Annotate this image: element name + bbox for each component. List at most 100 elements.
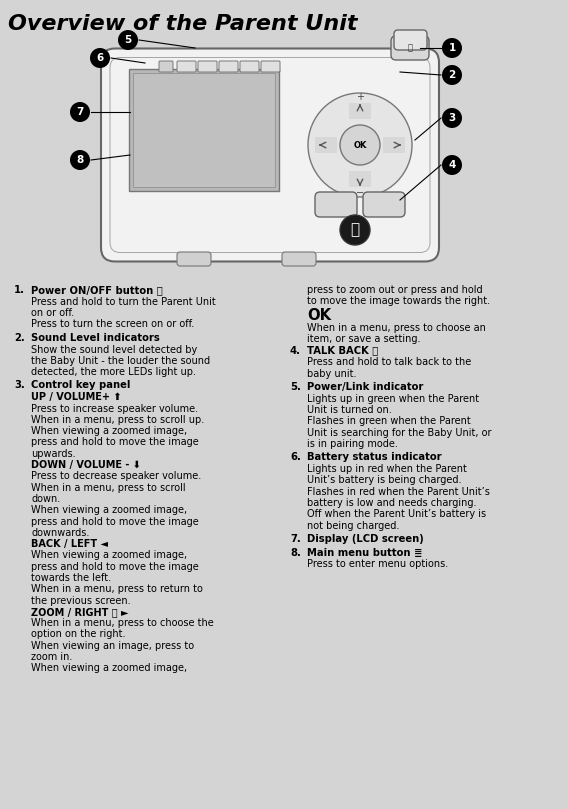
Text: Flashes in red when the Parent Unit’s: Flashes in red when the Parent Unit’s — [307, 486, 490, 497]
FancyBboxPatch shape — [315, 192, 357, 217]
Circle shape — [70, 102, 90, 122]
Text: Off when the Parent Unit’s battery is: Off when the Parent Unit’s battery is — [307, 509, 486, 519]
Text: Unit is turned on.: Unit is turned on. — [307, 405, 392, 415]
Text: 4.: 4. — [290, 345, 301, 355]
Text: Press and hold to turn the Parent Unit: Press and hold to turn the Parent Unit — [31, 297, 216, 307]
Text: 5: 5 — [124, 35, 132, 45]
Text: press and hold to move the image: press and hold to move the image — [31, 516, 199, 527]
FancyBboxPatch shape — [159, 61, 173, 72]
Circle shape — [90, 48, 110, 68]
Text: is in pairing mode.: is in pairing mode. — [307, 439, 398, 449]
Text: ZOOM / RIGHT 🔍 ►: ZOOM / RIGHT 🔍 ► — [31, 607, 128, 617]
Text: Control key panel: Control key panel — [31, 380, 131, 391]
Text: press and hold to move the image: press and hold to move the image — [31, 561, 199, 572]
Text: battery is low and needs charging.: battery is low and needs charging. — [307, 498, 477, 508]
Text: When viewing an image, press to: When viewing an image, press to — [31, 641, 194, 650]
Circle shape — [70, 150, 90, 170]
FancyBboxPatch shape — [261, 61, 280, 72]
Text: the previous screen.: the previous screen. — [31, 595, 131, 606]
Text: Lights up in red when the Parent: Lights up in red when the Parent — [307, 464, 467, 474]
FancyBboxPatch shape — [363, 192, 405, 217]
FancyBboxPatch shape — [133, 73, 275, 187]
FancyBboxPatch shape — [129, 69, 279, 191]
Text: UP / VOLUME+ ⬆: UP / VOLUME+ ⬆ — [31, 392, 122, 402]
Text: When in a menu, press to choose the: When in a menu, press to choose the — [31, 618, 214, 629]
Text: When in a menu, press to return to: When in a menu, press to return to — [31, 584, 203, 595]
Text: Press to increase speaker volume.: Press to increase speaker volume. — [31, 404, 198, 413]
Text: Power/Link indicator: Power/Link indicator — [307, 382, 423, 392]
Text: Press to decrease speaker volume.: Press to decrease speaker volume. — [31, 472, 201, 481]
Text: baby unit.: baby unit. — [307, 369, 357, 379]
Text: Unit is searching for the Baby Unit, or: Unit is searching for the Baby Unit, or — [307, 428, 491, 438]
Text: When viewing a zoomed image,: When viewing a zoomed image, — [31, 505, 187, 515]
Text: +: + — [356, 92, 364, 102]
Text: Press to turn the screen on or off.: Press to turn the screen on or off. — [31, 320, 194, 329]
Text: item, or save a setting.: item, or save a setting. — [307, 334, 420, 344]
Circle shape — [442, 65, 462, 85]
FancyBboxPatch shape — [177, 61, 196, 72]
Circle shape — [340, 125, 380, 165]
Text: Press to enter menu options.: Press to enter menu options. — [307, 559, 448, 570]
Circle shape — [308, 93, 412, 197]
Circle shape — [442, 155, 462, 175]
Text: TALK BACK 🎤: TALK BACK 🎤 — [307, 345, 378, 355]
Text: on or off.: on or off. — [31, 308, 74, 318]
FancyBboxPatch shape — [198, 61, 217, 72]
Circle shape — [340, 215, 370, 245]
Text: Battery status indicator: Battery status indicator — [307, 452, 442, 462]
Text: 1: 1 — [448, 43, 456, 53]
FancyBboxPatch shape — [315, 137, 337, 153]
Text: −: − — [356, 188, 364, 198]
FancyBboxPatch shape — [240, 61, 259, 72]
Text: detected, the more LEDs light up.: detected, the more LEDs light up. — [31, 367, 196, 377]
Text: When viewing a zoomed image,: When viewing a zoomed image, — [31, 663, 187, 673]
Text: zoom in.: zoom in. — [31, 652, 72, 662]
Text: 7.: 7. — [290, 534, 300, 544]
Text: 6.: 6. — [290, 452, 301, 462]
Text: 7: 7 — [76, 107, 83, 117]
Text: Sound Level indicators: Sound Level indicators — [31, 332, 160, 343]
Text: press and hold to move the image: press and hold to move the image — [31, 438, 199, 447]
Text: 1.: 1. — [14, 285, 25, 295]
FancyBboxPatch shape — [177, 252, 211, 266]
Text: Flashes in green when the Parent: Flashes in green when the Parent — [307, 417, 471, 426]
Text: 4: 4 — [448, 160, 456, 170]
Text: Ⓜ: Ⓜ — [350, 222, 360, 238]
Text: Lights up in green when the Parent: Lights up in green when the Parent — [307, 394, 479, 404]
Text: 3: 3 — [448, 113, 456, 123]
FancyBboxPatch shape — [383, 137, 405, 153]
Text: the Baby Unit - the louder the sound: the Baby Unit - the louder the sound — [31, 356, 210, 366]
Text: BACK / LEFT ◄: BACK / LEFT ◄ — [31, 539, 108, 549]
Circle shape — [118, 30, 138, 50]
FancyBboxPatch shape — [391, 36, 429, 60]
Text: OK: OK — [307, 307, 331, 323]
FancyBboxPatch shape — [349, 171, 371, 187]
Text: Overview of the Parent Unit: Overview of the Parent Unit — [8, 14, 357, 34]
Text: Main menu button ≣: Main menu button ≣ — [307, 548, 423, 557]
Text: down.: down. — [31, 494, 60, 504]
Circle shape — [442, 38, 462, 58]
Text: When viewing a zoomed image,: When viewing a zoomed image, — [31, 550, 187, 561]
Text: When in a menu, press to choose an: When in a menu, press to choose an — [307, 323, 486, 332]
Text: upwards.: upwards. — [31, 449, 76, 459]
Text: Show the sound level detected by: Show the sound level detected by — [31, 345, 197, 354]
Circle shape — [442, 108, 462, 128]
Text: option on the right.: option on the right. — [31, 629, 126, 639]
Text: 2: 2 — [448, 70, 456, 80]
Text: When in a menu, press to scroll up.: When in a menu, press to scroll up. — [31, 415, 204, 425]
Text: Display (LCD screen): Display (LCD screen) — [307, 534, 424, 544]
Text: 3.: 3. — [14, 380, 25, 391]
Text: downwards.: downwards. — [31, 527, 89, 538]
Text: Power ON/OFF button ⓘ: Power ON/OFF button ⓘ — [31, 285, 163, 295]
Text: press to zoom out or press and hold: press to zoom out or press and hold — [307, 285, 483, 295]
FancyBboxPatch shape — [349, 103, 371, 119]
Text: Press and hold to talk back to the: Press and hold to talk back to the — [307, 358, 471, 367]
FancyBboxPatch shape — [219, 61, 238, 72]
Text: towards the left.: towards the left. — [31, 573, 111, 583]
Text: ⏻: ⏻ — [407, 44, 412, 53]
Text: to move the image towards the right.: to move the image towards the right. — [307, 296, 490, 307]
Text: 8.: 8. — [290, 548, 301, 557]
Text: 8: 8 — [76, 155, 83, 165]
Text: not being charged.: not being charged. — [307, 520, 399, 531]
Text: 6: 6 — [97, 53, 103, 63]
